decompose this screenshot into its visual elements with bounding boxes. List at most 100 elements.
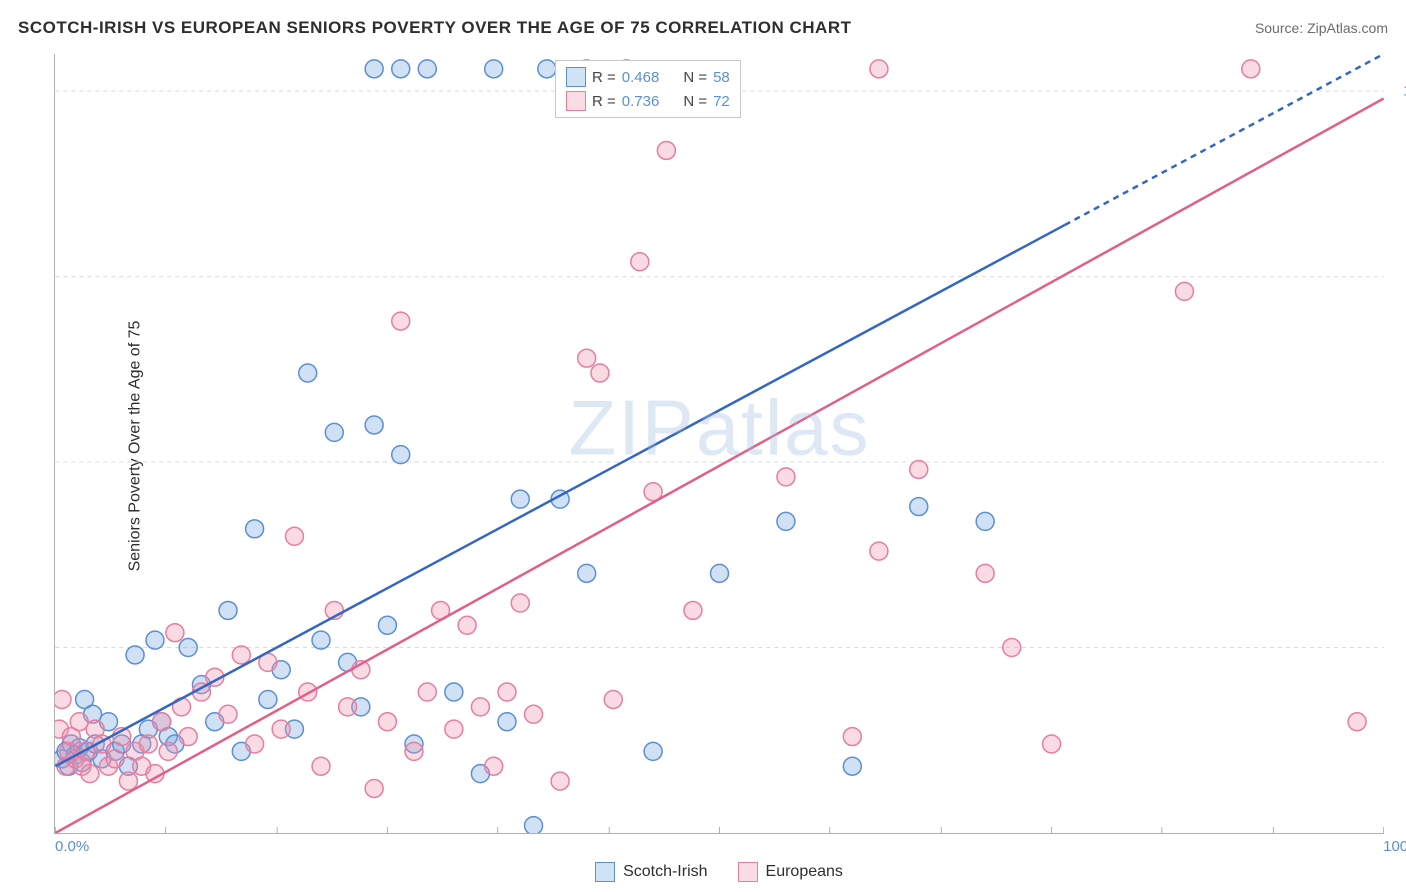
series-legend: Scotch-Irish Europeans — [54, 862, 1384, 882]
data-point — [498, 713, 516, 731]
stats-legend-row: R = 0.468 N = 58 — [566, 65, 730, 89]
data-point — [232, 646, 250, 664]
data-point — [339, 698, 357, 716]
data-point — [910, 460, 928, 478]
data-point — [325, 423, 343, 441]
data-point — [392, 60, 410, 78]
data-point — [246, 520, 264, 538]
data-point — [578, 349, 596, 367]
data-point — [55, 690, 71, 708]
data-point — [777, 468, 795, 486]
data-point — [591, 364, 609, 382]
n-label: N = — [683, 69, 707, 86]
r-value: 0.736 — [622, 93, 660, 110]
data-point — [1175, 282, 1193, 300]
stats-legend-row: R = 0.736 N = 72 — [566, 89, 730, 113]
series-legend-item: Scotch-Irish — [595, 862, 707, 882]
data-point — [365, 416, 383, 434]
data-point — [511, 490, 529, 508]
data-point — [485, 60, 503, 78]
data-point — [445, 683, 463, 701]
data-point — [604, 690, 622, 708]
data-point — [631, 253, 649, 271]
data-point — [179, 639, 197, 657]
series-legend-item: Europeans — [738, 862, 843, 882]
chart-header: SCOTCH-IRISH VS EUROPEAN SENIORS POVERTY… — [18, 18, 1388, 38]
series-name: Europeans — [766, 863, 843, 881]
legend-swatch — [595, 862, 615, 882]
data-point — [285, 527, 303, 545]
data-point — [378, 713, 396, 731]
data-point — [870, 542, 888, 560]
data-point — [418, 60, 436, 78]
data-point — [976, 512, 994, 530]
data-point — [119, 772, 137, 790]
stats-legend: R = 0.468 N = 58 R = 0.736 N = 72 — [555, 60, 741, 118]
chart-source: Source: ZipAtlas.com — [1255, 20, 1388, 36]
data-point — [365, 60, 383, 78]
data-point — [777, 512, 795, 530]
data-point — [106, 750, 124, 768]
data-point — [525, 817, 543, 833]
data-point — [179, 728, 197, 746]
x-axis-min-label: 0.0% — [55, 838, 89, 855]
data-point — [511, 594, 529, 612]
data-point — [1003, 639, 1021, 657]
series-name: Scotch-Irish — [623, 863, 707, 881]
data-point — [976, 564, 994, 582]
data-point — [378, 616, 396, 634]
data-point — [711, 564, 729, 582]
legend-swatch — [566, 91, 586, 111]
data-point — [684, 601, 702, 619]
n-value: 72 — [713, 93, 730, 110]
data-point — [1242, 60, 1260, 78]
data-point — [485, 757, 503, 775]
data-point — [166, 624, 184, 642]
data-point — [551, 772, 569, 790]
data-point — [843, 728, 861, 746]
data-point — [126, 646, 144, 664]
n-label: N = — [683, 93, 707, 110]
data-point — [159, 742, 177, 760]
r-label: R = — [592, 93, 616, 110]
data-point — [418, 683, 436, 701]
data-point — [272, 720, 290, 738]
trendline-dashed — [1065, 54, 1384, 225]
plot-area: ZIPatlas R =0.468N =58R =0.736N =72 0.0%… — [54, 54, 1384, 834]
data-point — [445, 720, 463, 738]
data-point — [219, 601, 237, 619]
legend-swatch — [566, 67, 586, 87]
data-point — [1348, 713, 1366, 731]
data-point — [81, 765, 99, 783]
data-point — [259, 690, 277, 708]
x-axis-max-label: 100.0% — [1383, 838, 1406, 855]
data-point — [644, 742, 662, 760]
data-point — [458, 616, 476, 634]
r-label: R = — [592, 69, 616, 86]
scatter-chart — [55, 54, 1384, 833]
data-point — [392, 312, 410, 330]
trendline — [55, 225, 1065, 766]
data-point — [299, 364, 317, 382]
data-point — [578, 564, 596, 582]
data-point — [312, 757, 330, 775]
data-point — [498, 683, 516, 701]
data-point — [392, 446, 410, 464]
data-point — [246, 735, 264, 753]
data-point — [657, 141, 675, 159]
n-value: 58 — [713, 69, 730, 86]
data-point — [312, 631, 330, 649]
data-point — [405, 742, 423, 760]
data-point — [471, 698, 489, 716]
trendline — [55, 99, 1383, 833]
data-point — [139, 735, 157, 753]
r-value: 0.468 — [622, 69, 660, 86]
data-point — [365, 779, 383, 797]
data-point — [153, 713, 171, 731]
data-point — [910, 498, 928, 516]
data-point — [538, 60, 556, 78]
data-point — [146, 631, 164, 649]
chart-title: SCOTCH-IRISH VS EUROPEAN SENIORS POVERTY… — [18, 18, 852, 38]
data-point — [843, 757, 861, 775]
data-point — [525, 705, 543, 723]
